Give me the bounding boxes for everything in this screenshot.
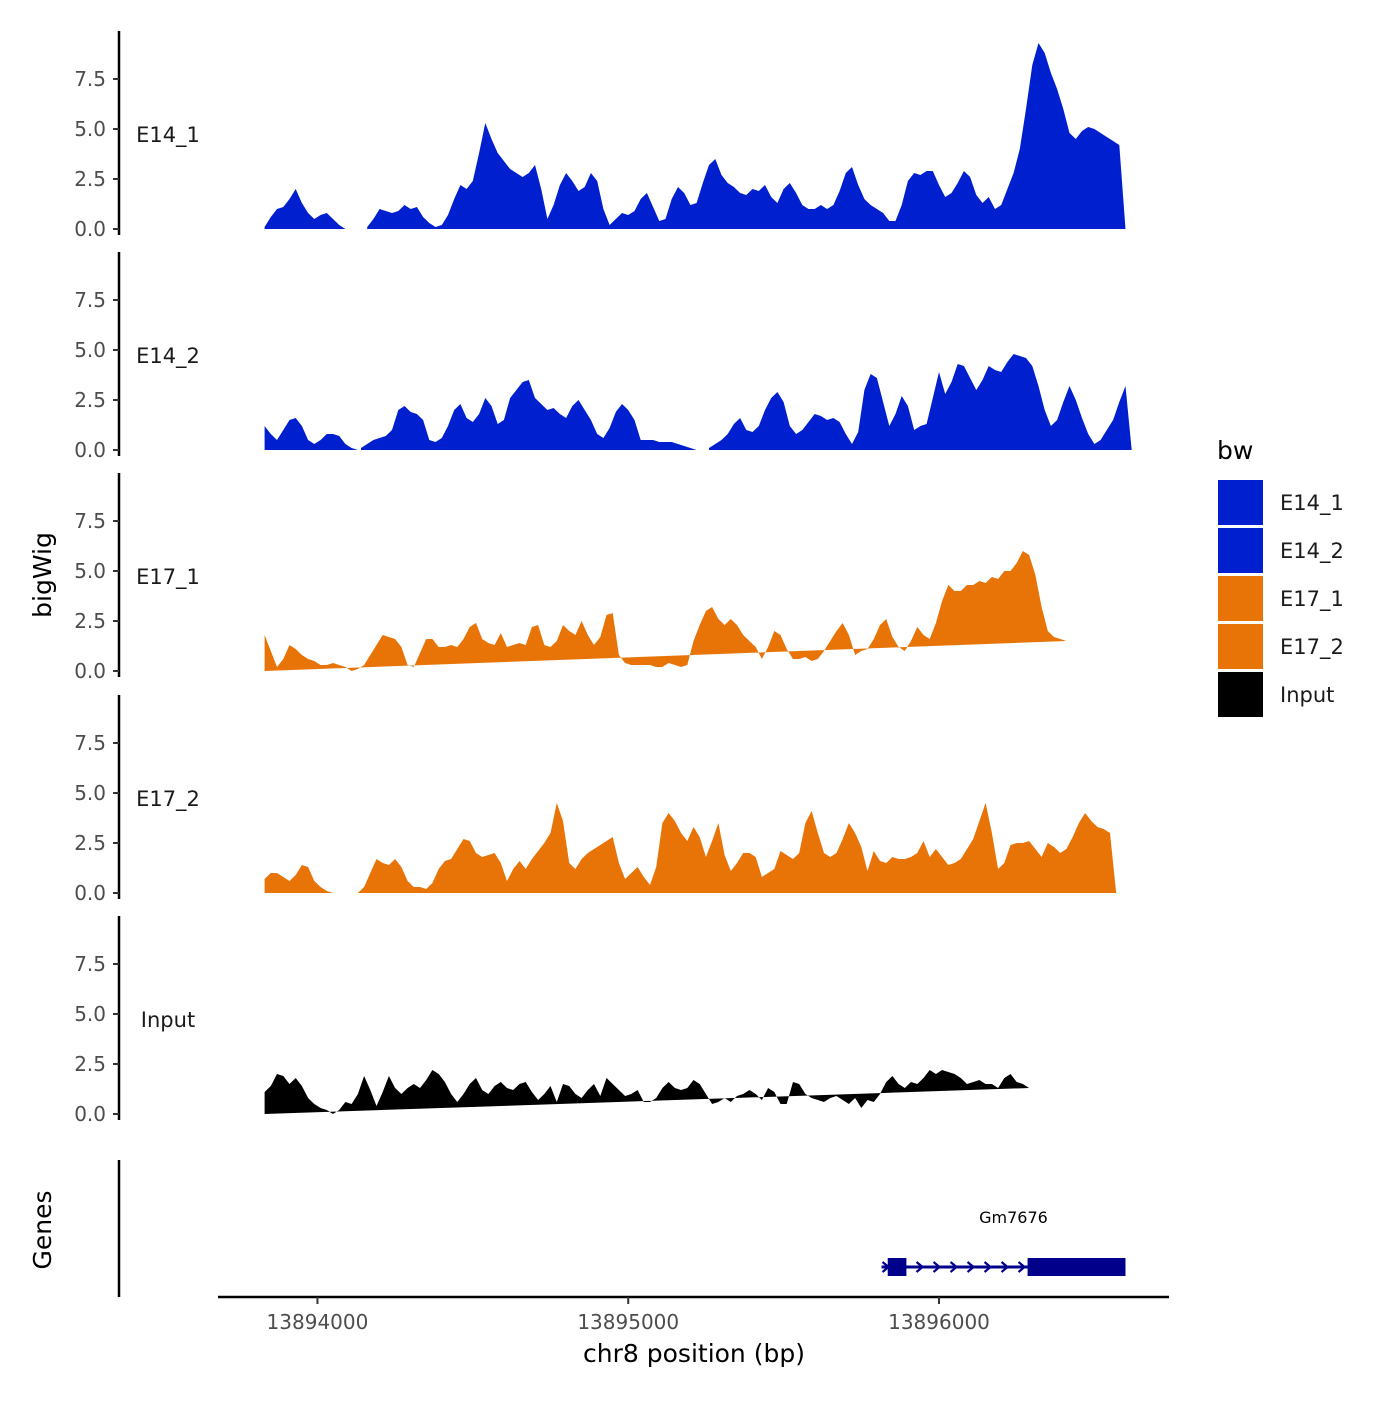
legend-key-E14_1 [1218,480,1263,525]
y-tick-label: 0.0 [74,881,106,905]
legend-key-E17_1 [1218,576,1263,621]
signal-area-E14_2 [264,418,358,450]
track-E17_2: 0.0 2.5 5.0 7.5 E17_2 [74,695,1117,905]
legend-label-E14_1: E14_1 [1280,491,1344,516]
strand-arrow [1017,1261,1027,1273]
legend-label-E14_2: E14_2 [1280,539,1344,564]
legend-key-Input [1218,672,1263,717]
gene-label: Gm7676 [979,1208,1048,1227]
track-label: E14_2 [136,344,200,369]
genes-axis-title: Genes [28,1190,57,1269]
y-tick-label: 2.5 [74,609,106,633]
track-label: Input [141,1008,195,1032]
legend-key-E17_2 [1218,624,1263,669]
y-tick-label: 2.5 [74,388,106,412]
strand-arrow [932,1261,942,1273]
track-Input: 0.0 2.5 5.0 7.5 Input [74,916,1030,1126]
strand-arrow [915,1261,925,1273]
y-tick-label: 0.0 [74,659,106,683]
legend-label-E17_1: E17_1 [1280,587,1344,612]
legend-label-Input: Input [1280,683,1334,707]
y-tick-label: 5.0 [74,781,106,805]
strand-arrow [1000,1261,1010,1273]
signal-area-E17_2 [264,865,358,893]
y-tick-label: 2.5 [74,831,106,855]
gene-exon [887,1258,907,1276]
y-tick-label: 7.5 [74,288,106,312]
gene-Gm7676: Gm7676 [881,1208,1126,1276]
signal-area-E14_1 [367,43,1126,229]
legend-title: bw [1217,436,1253,465]
y-tick-label: 0.0 [74,438,106,462]
y-tick-label: 7.5 [74,67,106,91]
track-label: E17_2 [136,787,200,812]
track-E14_2: 0.0 2.5 5.0 7.5 E14_2 [74,252,1132,462]
y-tick-label: 0.0 [74,217,106,241]
track-label: E17_1 [136,565,200,590]
x-tick-label: 13895000 [577,1310,679,1334]
legend-label-E17_2: E17_2 [1280,635,1344,660]
signal-area-E14_2 [361,380,703,450]
y-tick-label: 2.5 [74,1052,106,1076]
y-tick-label: 7.5 [74,952,106,976]
y-tick-label: 5.0 [74,338,106,362]
y-tick-label: 2.5 [74,167,106,191]
strand-arrow [983,1261,993,1273]
signal-area-E14_2 [709,354,1132,450]
legend-key-E14_2 [1218,528,1263,573]
y-tick-label: 5.0 [74,559,106,583]
signal-area-E14_1 [264,189,358,229]
signal-area-E17_1 [264,551,1067,671]
x-tick-label: 13894000 [267,1310,369,1334]
track-label: E14_1 [136,123,200,148]
y-tick-label: 5.0 [74,117,106,141]
x-tick-label: 13896000 [888,1310,990,1334]
signal-area-E17_2 [357,803,1117,893]
x-axis-title: chr8 position (bp) [583,1339,805,1368]
gene-exon [1027,1258,1126,1276]
legend: bw E14_1 E14_2 E17_1 E17_2 Input [1217,436,1344,717]
track-E14_1: 0.0 2.5 5.0 7.5 E14_1 [74,31,1126,241]
y-axis-title: bigWig [28,532,57,618]
y-tick-label: 5.0 [74,1002,106,1026]
y-tick-label: 7.5 [74,509,106,533]
strand-arrow [966,1261,976,1273]
y-tick-label: 7.5 [74,731,106,755]
strand-arrow [949,1261,959,1273]
track-E17_1: 0.0 2.5 5.0 7.5 E17_1 [74,473,1067,683]
signal-area-Input [264,1070,1030,1114]
y-tick-label: 0.0 [74,1102,106,1126]
